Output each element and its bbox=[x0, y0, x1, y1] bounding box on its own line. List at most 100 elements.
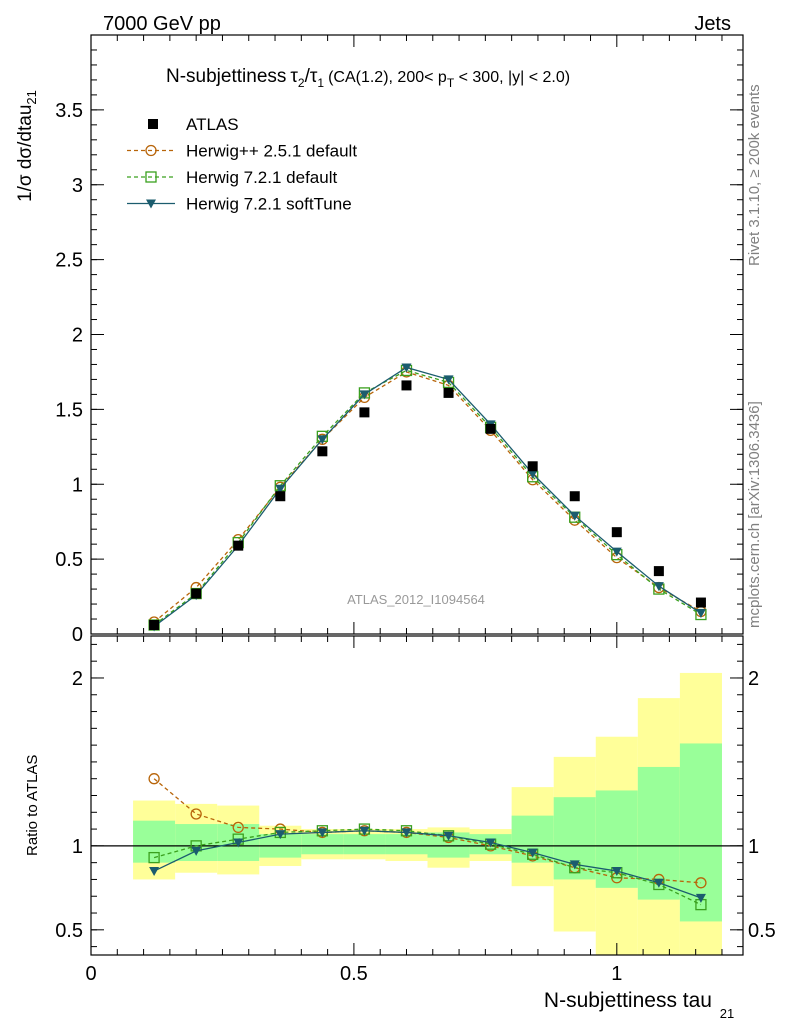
x-tick-label: 0 bbox=[85, 963, 96, 985]
title-tau1: τ bbox=[310, 66, 318, 87]
header-right: Jets bbox=[694, 13, 731, 35]
ratio-clipped bbox=[91, 672, 743, 955]
x-tick-label: 0.5 bbox=[340, 963, 368, 985]
ratio-data-point bbox=[232, 821, 244, 834]
legend: ATLAS Herwig++ 2.5.1 default Herwig 7.2.1 … bbox=[127, 115, 357, 214]
legend-marker bbox=[145, 144, 157, 157]
title-rest2: < 300, |y| < 2.0) bbox=[454, 69, 570, 86]
title-main: N-subjettiness bbox=[166, 66, 286, 87]
main-y-tick-label: 0.5 bbox=[55, 549, 83, 571]
ratio-data-point bbox=[695, 893, 706, 903]
main-data-point bbox=[275, 484, 286, 494]
ratio-data-point bbox=[485, 838, 496, 848]
atlas-data-point bbox=[653, 566, 664, 577]
ratio-data-point bbox=[190, 808, 202, 820]
ratio-data-point bbox=[443, 831, 454, 841]
ratio-data-point bbox=[653, 878, 664, 888]
title-sub2: 2 bbox=[298, 76, 305, 90]
x-tick-label: 1 bbox=[611, 963, 622, 985]
atlas-data-point bbox=[569, 491, 580, 502]
title-rest1: (CA(1.2), 200< p bbox=[328, 69, 447, 86]
main-y-tick-label: 2.5 bbox=[55, 250, 83, 272]
legend-marker bbox=[145, 171, 157, 183]
title-tau2: τ bbox=[290, 66, 298, 87]
atlas-data-point bbox=[695, 597, 706, 608]
ratio-data-point bbox=[527, 848, 538, 858]
uncertainty-band-inner bbox=[301, 834, 344, 855]
legend-label: ATLAS bbox=[186, 115, 239, 134]
ratio-data-point bbox=[148, 851, 160, 864]
ratio-data-point bbox=[695, 877, 707, 889]
uncertainty-band-inner bbox=[343, 834, 386, 855]
uncertainty-band-inner bbox=[637, 766, 680, 900]
ratio-series-line bbox=[153, 830, 702, 899]
main-data-point bbox=[611, 547, 622, 557]
main-data-point bbox=[401, 363, 412, 373]
analysis-watermark: ATLAS_2012_I1094564 bbox=[347, 592, 485, 607]
main-y-axis-label-text: 1/σ dσ/dtau bbox=[15, 105, 36, 202]
main-y-tick-label: 3 bbox=[72, 175, 83, 197]
legend-label: Herwig++ 2.5.1 default bbox=[186, 142, 357, 161]
atlas-data-point bbox=[275, 491, 286, 502]
ratio-series-line bbox=[153, 828, 702, 906]
ratio-series-line bbox=[153, 778, 701, 884]
main-y-axis-label-sub: 21 bbox=[24, 90, 39, 104]
ratio-data-point bbox=[317, 828, 328, 838]
atlas-data-point bbox=[191, 588, 202, 599]
legend-marker bbox=[146, 199, 156, 209]
atlas-data-point bbox=[233, 540, 244, 551]
main-y-tick-label: 0 bbox=[72, 624, 83, 646]
uncertainty-band-inner bbox=[133, 820, 176, 863]
ratio-y-tick-label-right: 1 bbox=[748, 836, 759, 858]
title-slash: / bbox=[305, 66, 311, 87]
main-data-point bbox=[317, 435, 328, 445]
title-sub1: 1 bbox=[317, 76, 324, 90]
main-data-point bbox=[653, 582, 664, 592]
ratio-y-tick-label-right: 0.5 bbox=[748, 920, 776, 942]
header-left: 7000 GeV pp bbox=[103, 13, 221, 35]
atlas-data-point bbox=[149, 620, 160, 631]
atlas-data-point bbox=[443, 387, 454, 398]
main-y-tick-label: 1 bbox=[72, 474, 83, 496]
ratio-y-tick-label: 2 bbox=[72, 668, 83, 690]
rivet-label: Rivet 3.1.10, ≥ 200k events bbox=[746, 84, 763, 266]
ratio-data-point bbox=[191, 846, 202, 856]
ratio-data-point bbox=[148, 773, 160, 785]
main-panel: 0 0.5 1 1.5 2 2.5 3 3.5 bbox=[55, 34, 744, 646]
uncertainty-band-inner bbox=[385, 834, 428, 855]
legend-marker bbox=[148, 119, 158, 129]
x-axis-label: N-subjettiness tau bbox=[544, 989, 712, 1012]
ratio-data-point bbox=[401, 828, 412, 838]
atlas-data-point bbox=[485, 423, 496, 434]
title-subT: T bbox=[447, 76, 455, 90]
main-series-line bbox=[153, 366, 702, 628]
uncertainty-band-inner bbox=[679, 743, 722, 922]
main-y-tick-label: 3.5 bbox=[55, 100, 83, 122]
main-series-line bbox=[153, 369, 702, 626]
main-y-axis-label: 1/σ dσ/dtau21 bbox=[15, 90, 39, 202]
main-data-point bbox=[359, 390, 370, 400]
ratio-data-point bbox=[149, 867, 160, 877]
main-y-tick-label: 2 bbox=[72, 325, 83, 347]
ratio-data-point bbox=[569, 860, 580, 870]
atlas-data-point bbox=[359, 407, 370, 418]
main-y-tick-label: 1.5 bbox=[55, 399, 83, 421]
main-data-point bbox=[569, 511, 580, 521]
atlas-data-point bbox=[401, 380, 412, 391]
ratio-data-point bbox=[275, 830, 286, 840]
ratio-data-point bbox=[233, 838, 244, 848]
atlas-data-point bbox=[317, 446, 328, 457]
ratio-y-axis-label: Ratio to ATLAS bbox=[24, 755, 41, 856]
ratio-panel: 0.5 0.51 12 20 0.5 1 bbox=[55, 635, 776, 985]
ratio-data-point bbox=[359, 826, 370, 836]
main-series-line bbox=[153, 371, 702, 623]
main-data-point bbox=[527, 469, 538, 479]
mcplots-label: mcplots.cern.ch [arXiv:1306.3436] bbox=[746, 401, 763, 628]
legend-label: Herwig 7.2.1 softTune bbox=[186, 195, 352, 214]
atlas-data-point bbox=[611, 527, 622, 538]
ratio-data-point bbox=[611, 867, 622, 877]
ratio-y-tick-label: 0.5 bbox=[55, 920, 83, 942]
atlas-data-point bbox=[527, 461, 538, 472]
ratio-y-tick-label-right: 2 bbox=[748, 668, 759, 690]
